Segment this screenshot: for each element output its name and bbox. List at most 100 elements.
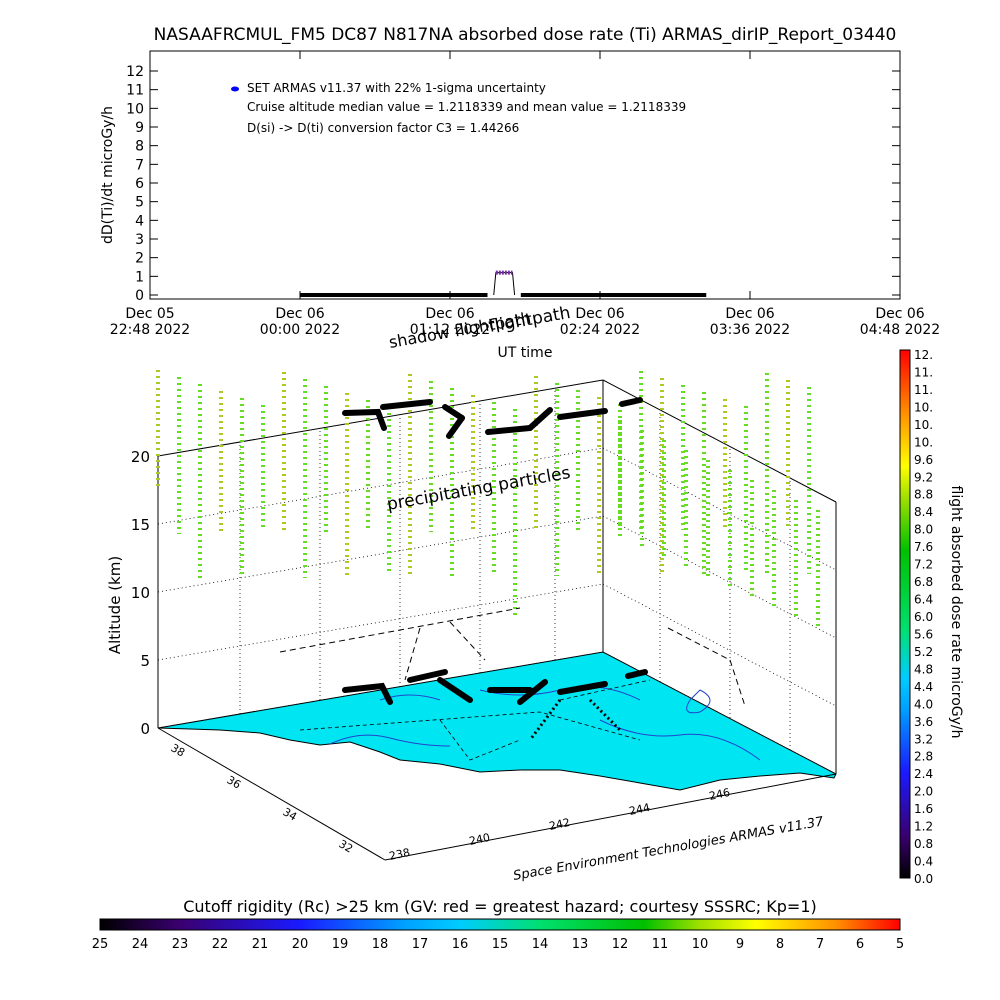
top-y-tick-label: 4 [135,213,144,229]
dose-colorbar-tick-label: 3.6 [914,715,933,729]
altitude-tick-label: 15 [131,516,150,534]
rigidity-colorbar-tick-label: 9 [736,937,744,952]
rigidity-colorbar-tick-label: 17 [412,937,429,952]
rigidity-colorbar-tick-label: 8 [776,937,784,952]
dose-peak-line [493,272,516,296]
dose-colorbar-tick-label: 1.2 [914,820,933,834]
dose-colorbar-tick-label: 2.8 [914,750,933,764]
dose-colorbar-tick-label: 1.6 [914,802,933,816]
dose-colorbar-tick-label: 2.4 [914,767,933,781]
top-x-tick-time: 01:12 2022 [410,322,490,338]
ground-track-dots [528,698,622,741]
dose-colorbar-label: flight absorbed dose rate microGy/h [948,486,964,739]
dose-colorbar-tick-label: 9.6 [914,453,933,467]
top-x-tick-date: Dec 06 [425,306,474,322]
rigidity-colorbar-tick-label: 22 [212,937,229,952]
rigidity-colorbar-tick-label: 7 [816,937,824,952]
dose-colorbar-tick-label: 11. [914,365,933,379]
rigidity-colorbar-tick-label: 11 [652,937,669,952]
altitude-tick-label: 0 [140,720,150,738]
dose-colorbar-tick-label: 8.0 [914,523,933,537]
top-x-tick-time: 02:24 2022 [560,322,640,338]
rigidity-colorbar-tick-label: 12 [612,937,629,952]
latitude-axis: 38 36 34 32 [169,741,356,855]
rigidity-colorbar-tick-label: 14 [532,937,549,952]
map-state-borders [299,679,651,761]
dose-colorbar-tick-label: 7.2 [914,558,933,572]
longitude-tick-label: 244 [628,801,651,818]
top-x-tick-time: 00:00 2022 [260,322,340,338]
top-plot-frame [149,50,901,300]
rigidity-colorbar-tick-label: 20 [292,937,309,952]
top-x-tick-time: 04:48 2022 [860,322,940,338]
rigidity-colorbar-tick-label: 5 [896,937,904,952]
legend-entry-2: Cruise altitude median value = 1.2118339… [247,100,686,114]
altitude-tick-label: 20 [131,448,150,466]
dose-colorbar-tick-label: 4.4 [914,680,933,694]
top-y-tick-label: 9 [135,120,144,136]
dose-colorbar-tick-label: 12. [914,348,933,362]
rigidity-colorbar-tick-label: 19 [332,937,349,952]
dose-colorbar-tick-label: 4.8 [914,662,933,676]
top-x-tick-date: Dec 06 [275,306,324,322]
3d-view: 0 5 10 15 20 Altitude (km) 38 36 34 32 238 240 24… [106,303,837,884]
top-y-tick-label: 10 [126,101,144,117]
rigidity-colorbar-tick-label: 18 [372,937,389,952]
top-y-axis-label: dD(Ti)/dt microGy/h [100,106,116,244]
rigidity-colorbar-tick-label: 24 [132,937,149,952]
altitude-tick-label: 10 [131,584,150,602]
latitude-tick-label: 38 [169,741,188,759]
dose-colorbar-tick-label: 0.0 [914,872,933,886]
top-y-tick-label: 5 [135,195,144,211]
dose-colorbar-tick-label: 10. [914,435,933,449]
top-y-tick-label: 8 [135,139,144,155]
dose-colorbar-tick-label: 7.6 [914,540,933,554]
ground-map [157,651,837,791]
dose-colorbar-tick-label: 6.8 [914,575,933,589]
rigidity-colorbar-tick-label: 6 [856,937,864,952]
top-y-tick-label: 11 [126,83,144,99]
dose-colorbar-tick-label: 8.8 [914,488,933,502]
dose-colorbar-tick-label: 10. [914,400,933,414]
rigidity-colorbar [99,918,901,931]
rigidity-colorbar-tick-label: 15 [492,937,509,952]
rigidity-colorbar-tick-label: 23 [172,937,189,952]
dose-colorbar-tick-label: 6.4 [914,593,933,607]
shadow-flightpath [342,669,648,705]
dose-colorbar-tick-label: 0.8 [914,837,933,851]
dose-colorbar-tick-label: 10. [914,418,933,432]
legend-entry-1: SET ARMAS v11.37 with 22% 1-sigma uncert… [247,81,546,95]
dose-colorbar-tick-label: 2.0 [914,785,933,799]
latitude-tick-label: 36 [225,773,244,791]
top-y-tick-label: 0 [135,288,144,304]
top-y-tick-label: 6 [135,176,144,192]
dose-colorbar-tick-label: 5.2 [914,645,933,659]
top-x-tick-time: 22:48 2022 [110,322,190,338]
rigidity-colorbar-tick-label: 10 [692,937,709,952]
longitude-tick-label: 238 [388,846,411,863]
top-x-tick-time: 03:36 2022 [710,322,790,338]
rigidity-colorbar-tick-label: 21 [252,937,269,952]
top-y-tick-label: 7 [135,157,144,173]
rigidity-colorbar-tick-label: 25 [92,937,109,952]
latitude-axis-line [157,727,386,861]
dose-colorbar-ticks: 12. 11. 11. 10. 10. 10. 9.6 9.2 8.8 8.4 8.0 7.6 7.2 6… [914,348,933,886]
annotation-precipitating-particles: precipitating particles [385,463,572,515]
altitude-axis: 0 5 10 15 20 [131,448,150,738]
altitude-axis-label: Altitude (km) [106,556,124,654]
dose-colorbar-tick-label: 3.2 [914,732,933,746]
longitude-axis-line [384,773,837,861]
top-x-tick-date: Dec 06 [575,306,624,322]
precipitating-particles [156,370,820,630]
dose-colorbar-tick-label: 4.0 [914,697,933,711]
dose-colorbar-tick-label: 0.4 [914,855,933,869]
rigidity-colorbar-tick-label: 13 [572,937,589,952]
top-chart-title: NASAAFRCMUL_FM5 DC87 N817NA absorbed dos… [154,25,897,45]
top-x-axis-label: UT time [498,345,553,361]
dose-colorbar-tick-label: 9.2 [914,470,933,484]
dose-colorbar [899,349,911,879]
dose-rate-series [300,270,707,297]
dose-colorbar-tick-label: 6.0 [914,610,933,624]
